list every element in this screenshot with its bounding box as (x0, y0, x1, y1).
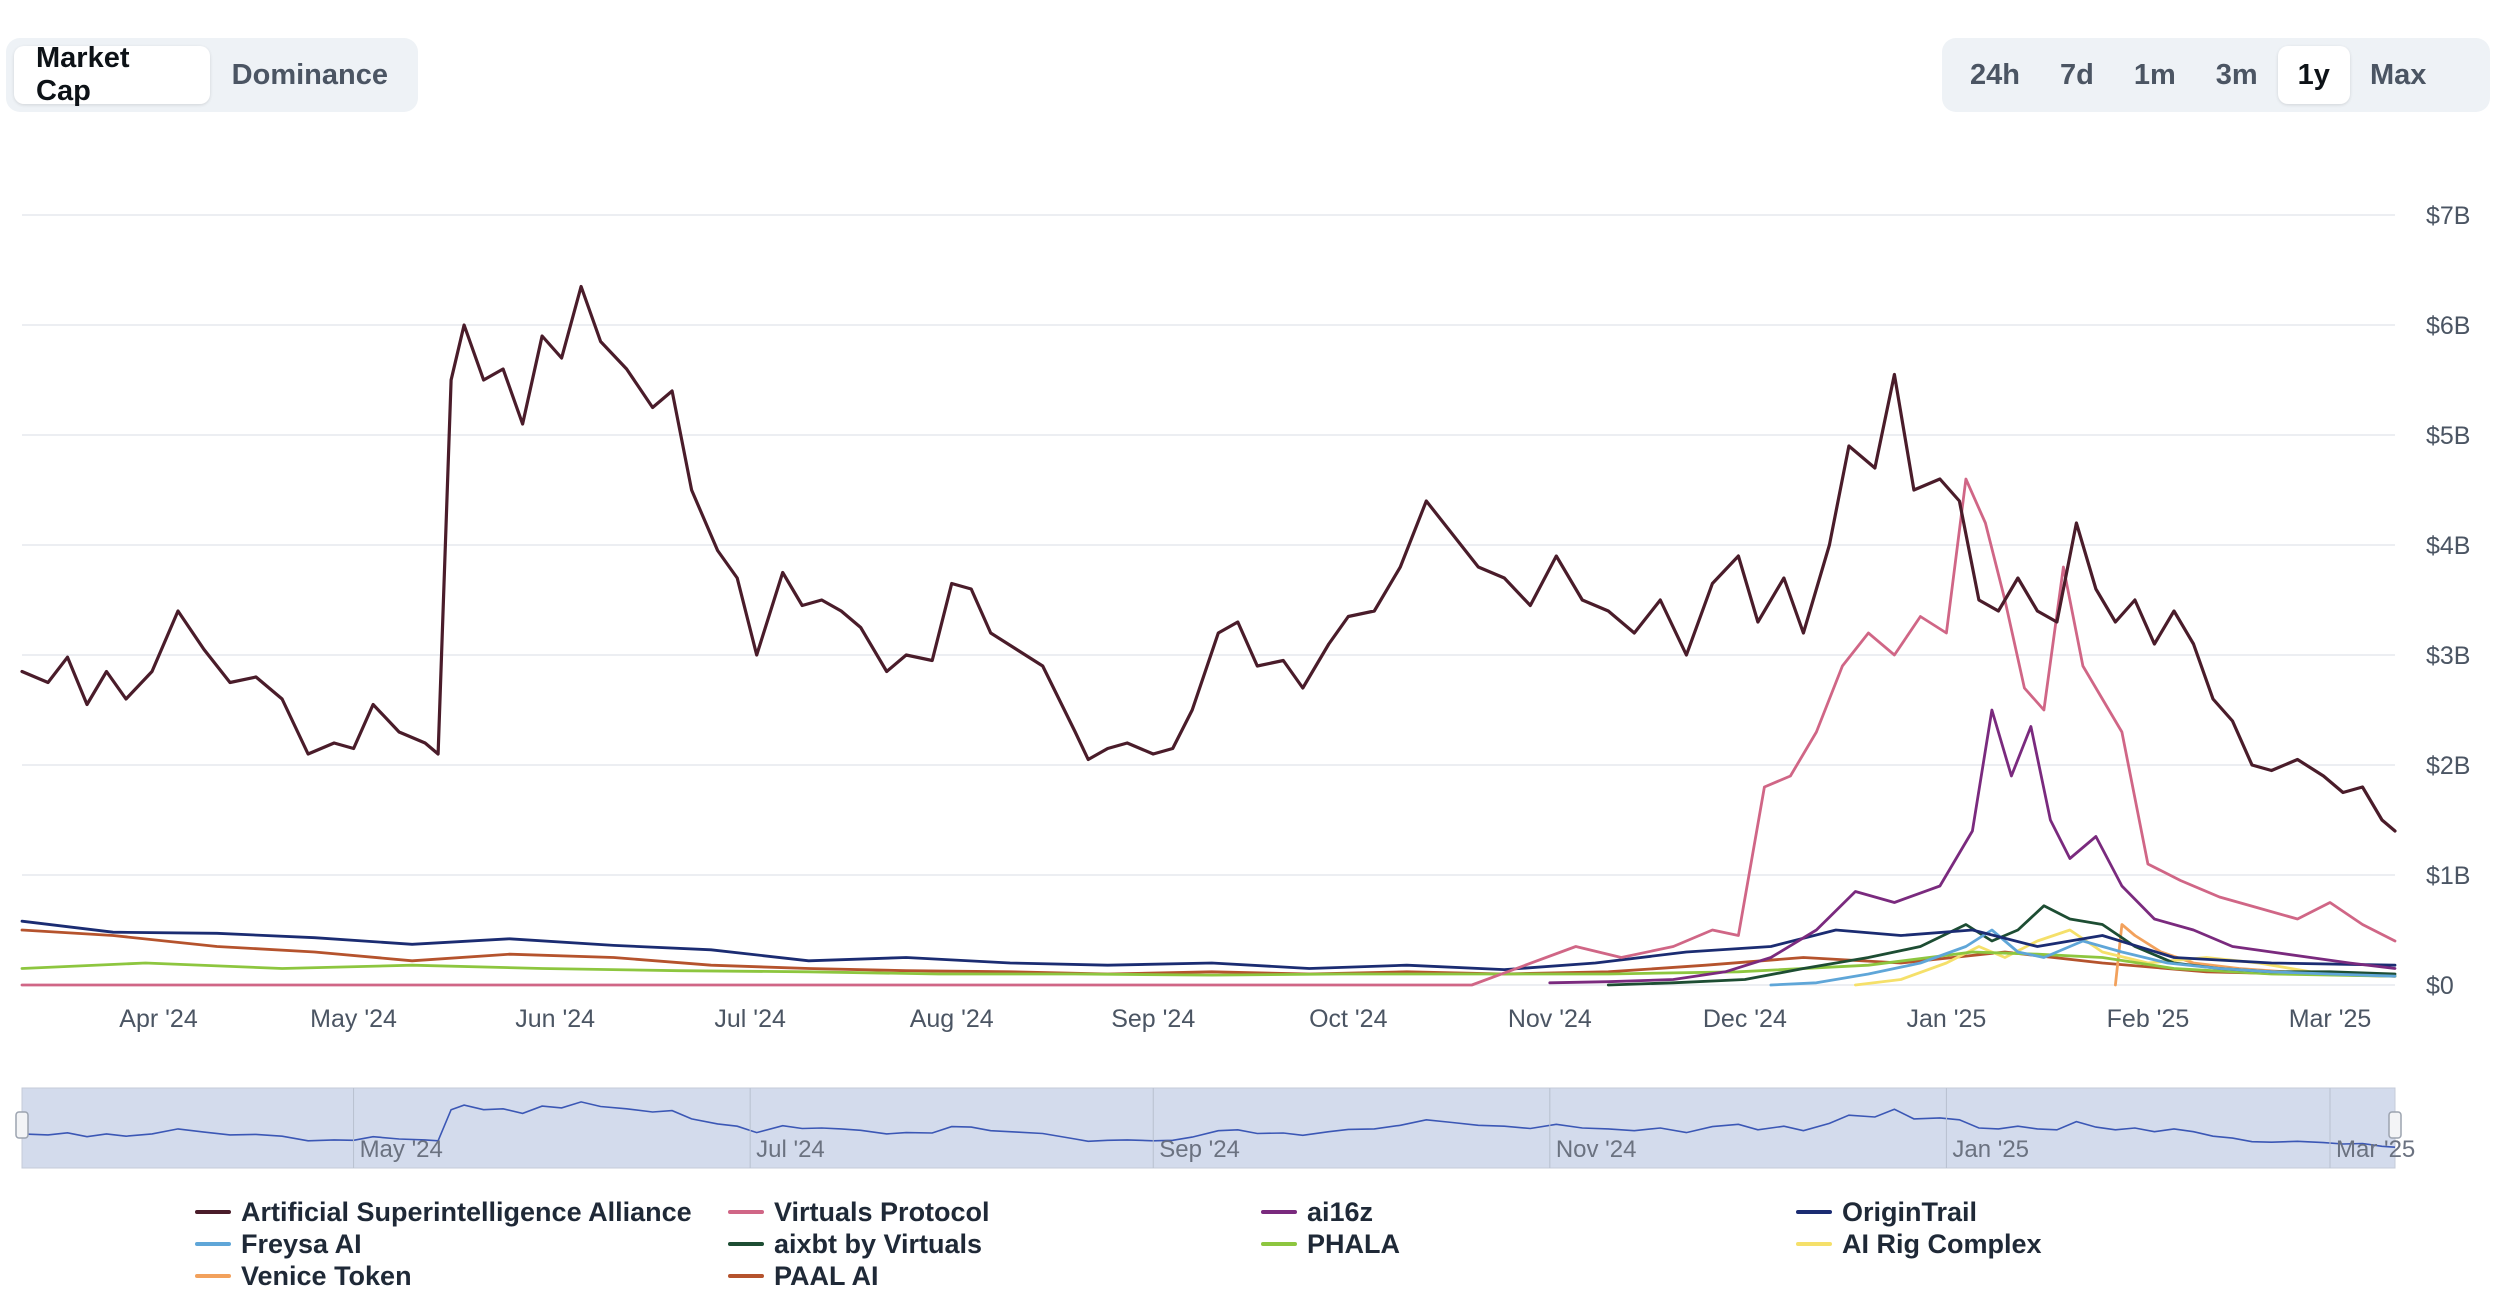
y-tick-label: $3B (2426, 642, 2470, 670)
y-tick-label: $1B (2426, 862, 2470, 890)
range-1y-button[interactable]: 1y (2277, 46, 2350, 104)
legend-label: AI Rig Complex (1842, 1228, 2042, 1259)
navigator-handle[interactable] (2388, 1111, 2402, 1139)
range-24h-button[interactable]: 24h (1970, 58, 2020, 91)
legend-swatch (195, 1242, 231, 1246)
range-navigator[interactable]: May '24 Jul '24 Sep '24 Nov '24 Jan '25 Mar '… (15, 1087, 2415, 1169)
legend-swatch (195, 1210, 231, 1214)
legend-item[interactable]: Virtuals Protocol (728, 1196, 990, 1228)
x-tick-label: Sep '24 (1111, 1005, 1195, 1033)
legend-swatch (1261, 1242, 1297, 1246)
time-range-selector: 24h 7d 1m 3m 1y Max (1942, 38, 2490, 112)
legend-label: PAAL AI (774, 1260, 879, 1291)
legend-item[interactable]: PHALA (1261, 1228, 1400, 1260)
legend-item[interactable]: AI Rig Complex (1796, 1228, 2042, 1260)
x-tick-label: Nov '24 (1508, 1005, 1592, 1033)
chart-legend: Artificial Superintelligence Alliance Vir… (0, 1196, 2493, 1291)
series-line (1769, 928, 2397, 987)
y-tick-label: $0 (2426, 972, 2454, 1000)
legend-label: Artificial Superintelligence Alliance (241, 1196, 692, 1227)
navigator-handle[interactable] (15, 1111, 29, 1139)
series-line (20, 919, 2397, 971)
legend-item[interactable]: OriginTrail (1796, 1196, 1977, 1228)
series-line (20, 950, 2397, 978)
navigator-tick-label: Jan '25 (1952, 1136, 2029, 1163)
legend-item[interactable]: Artificial Superintelligence Alliance (195, 1196, 692, 1228)
market-cap-chart: $0 $1B $2B $3B $4B $5B $6B $7B Apr '24 May '24 Ju… (15, 202, 2470, 1169)
series-line (20, 284, 2397, 833)
legend-item[interactable]: Freysa AI (195, 1228, 362, 1260)
legend-label: Virtuals Protocol (774, 1196, 990, 1227)
navigator-tick-label: Sep '24 (1159, 1136, 1240, 1163)
x-tick-label: Jan '25 (1906, 1005, 1986, 1033)
x-tick-label: Mar '25 (2289, 1005, 2372, 1033)
y-tick-label: $5B (2426, 422, 2470, 450)
x-tick-label: Dec '24 (1703, 1005, 1787, 1033)
legend-swatch (728, 1210, 764, 1214)
legend-label: Venice Token (241, 1260, 412, 1291)
series-line (1548, 708, 2397, 985)
legend-swatch (195, 1274, 231, 1278)
range-max-button[interactable]: Max (2369, 58, 2427, 91)
y-tick-label: $4B (2426, 532, 2470, 560)
range-1m-button[interactable]: 1m (2133, 58, 2176, 91)
x-tick-label: Aug '24 (910, 1005, 994, 1033)
legend-swatch (1796, 1242, 1832, 1246)
legend-item[interactable]: Venice Token (195, 1260, 412, 1292)
legend-swatch (728, 1274, 764, 1278)
x-tick-label: May '24 (310, 1005, 397, 1033)
legend-label: ai16z (1307, 1196, 1374, 1227)
legend-swatch (1261, 1210, 1297, 1214)
x-axis-labels: Apr '24 May '24 Jun '24 Jul '24 Aug '24 Sep '… (119, 1005, 2371, 1033)
legend-item[interactable]: aixbt by Virtuals (728, 1228, 982, 1260)
navigator-tick-label: Jul '24 (756, 1136, 825, 1163)
range-3m-button[interactable]: 3m (2215, 58, 2258, 91)
series-lines (20, 284, 2397, 987)
legend-label: aixbt by Virtuals (774, 1228, 983, 1259)
series-line (20, 477, 2397, 987)
navigator-tick-label: Mar '25 (2336, 1136, 2415, 1163)
chart-type-toggle: Market Cap Dominance (6, 38, 418, 112)
y-tick-label: $6B (2426, 312, 2470, 340)
x-tick-label: Oct '24 (1309, 1005, 1388, 1033)
legend-label: OriginTrail (1842, 1196, 1978, 1227)
legend-item[interactable]: ai16z (1261, 1196, 1373, 1228)
navigator-tick-label: Nov '24 (1556, 1136, 1637, 1163)
market-cap-tab[interactable]: Market Cap (14, 42, 210, 107)
y-tick-label: $7B (2426, 202, 2470, 230)
y-tick-label: $2B (2426, 752, 2470, 780)
legend-swatch (728, 1242, 764, 1246)
navigator-tick-label: May '24 (360, 1136, 443, 1163)
dominance-tab[interactable]: Dominance (231, 58, 388, 91)
series-line (20, 928, 2397, 978)
x-tick-label: Jul '24 (714, 1005, 786, 1033)
chart-grid (22, 214, 2395, 986)
range-7d-button[interactable]: 7d (2059, 58, 2094, 91)
x-tick-label: Apr '24 (119, 1005, 198, 1033)
legend-swatch (1796, 1210, 1832, 1214)
navigator-line (21, 1101, 2396, 1148)
x-tick-label: Feb '25 (2107, 1005, 2190, 1033)
legend-item[interactable]: PAAL AI (728, 1260, 879, 1292)
y-axis-labels: $0 $1B $2B $3B $4B $5B $6B $7B (2426, 202, 2470, 1000)
x-tick-label: Jun '24 (515, 1005, 595, 1033)
legend-label: Freysa AI (241, 1228, 362, 1259)
legend-label: PHALA (1307, 1228, 1400, 1259)
